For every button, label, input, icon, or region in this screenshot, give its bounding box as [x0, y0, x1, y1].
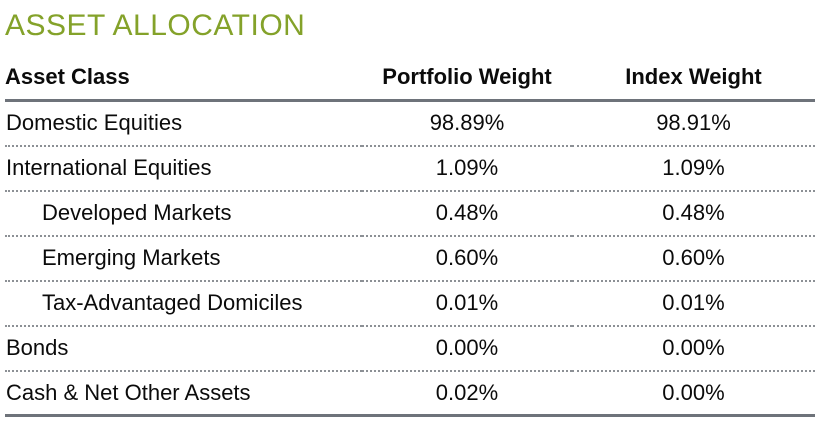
index-weight-value: 98.91%	[572, 100, 815, 147]
column-header-index-weight: Index Weight	[572, 64, 815, 102]
table-row-bonds: Bonds 0.00% 0.00%	[5, 325, 815, 372]
asset-class-label: Emerging Markets	[5, 235, 362, 282]
index-weight-value: 1.09%	[572, 145, 815, 192]
table-row-cash-net-other-assets: Cash & Net Other Assets 0.02% 0.00%	[5, 370, 815, 417]
portfolio-weight-value: 0.48%	[362, 190, 572, 237]
asset-class-label: Domestic Equities	[5, 100, 362, 147]
page-title: ASSET ALLOCATION	[5, 9, 306, 42]
asset-allocation-section: ASSET ALLOCATION Asset Class Portfolio W…	[5, 9, 815, 417]
asset-class-label: Cash & Net Other Assets	[5, 370, 362, 417]
index-weight-value: 0.00%	[572, 370, 815, 417]
index-weight-value: 0.48%	[572, 190, 815, 237]
table-header-row: Asset Class Portfolio Weight Index Weigh…	[5, 64, 815, 102]
portfolio-weight-value: 98.89%	[362, 100, 572, 147]
portfolio-weight-value: 0.02%	[362, 370, 572, 417]
asset-class-label: International Equities	[5, 145, 362, 192]
asset-class-label: Bonds	[5, 325, 362, 372]
asset-class-label: Developed Markets	[5, 190, 362, 237]
index-weight-value: 0.01%	[572, 280, 815, 327]
column-header-asset-class: Asset Class	[5, 64, 362, 102]
portfolio-weight-value: 0.01%	[362, 280, 572, 327]
table-row-emerging-markets: Emerging Markets 0.60% 0.60%	[5, 235, 815, 282]
portfolio-weight-value: 1.09%	[362, 145, 572, 192]
table-row-domestic-equities: Domestic Equities 98.89% 98.91%	[5, 100, 815, 147]
table-row-tax-advantaged-domiciles: Tax-Advantaged Domiciles 0.01% 0.01%	[5, 280, 815, 327]
portfolio-weight-value: 0.60%	[362, 235, 572, 282]
table-row-developed-markets: Developed Markets 0.48% 0.48%	[5, 190, 815, 237]
index-weight-value: 0.00%	[572, 325, 815, 372]
portfolio-weight-value: 0.00%	[362, 325, 572, 372]
column-header-portfolio-weight: Portfolio Weight	[362, 64, 572, 102]
table-row-international-equities: International Equities 1.09% 1.09%	[5, 145, 815, 192]
asset-class-label: Tax-Advantaged Domiciles	[5, 280, 362, 327]
index-weight-value: 0.60%	[572, 235, 815, 282]
asset-allocation-table: Asset Class Portfolio Weight Index Weigh…	[5, 64, 815, 417]
